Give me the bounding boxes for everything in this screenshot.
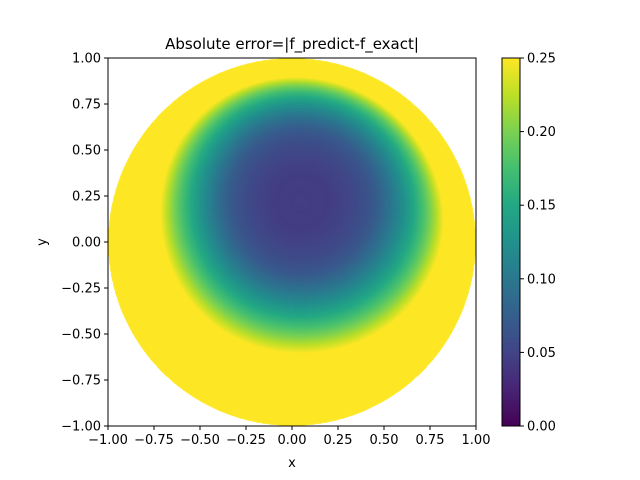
x-axis: −1.00 −0.75 −0.50 −0.25 0.00 0.25 0.50 0.75 1.00 — [88, 426, 490, 448]
x-tick-label: 1.00 — [462, 433, 491, 448]
colorbar-tick-label: 0.10 — [527, 272, 556, 287]
y-tick-label: −0.25 — [61, 282, 101, 297]
colorbar-tick-label: 0.25 — [527, 52, 556, 67]
y-tick-label: 0.50 — [72, 144, 101, 159]
x-tick-label: 0.25 — [324, 433, 353, 448]
y-tick-label: −0.75 — [61, 374, 101, 389]
y-axis-label: y — [35, 238, 50, 246]
chart-title: Absolute error=|f_predict-f_exact| — [165, 35, 419, 54]
y-tick-label: −1.00 — [61, 420, 101, 435]
x-tick-label: −0.50 — [180, 433, 220, 448]
y-tick-label: 0.75 — [72, 98, 101, 113]
x-tick-label: −0.25 — [226, 433, 266, 448]
colorbar-ticks: 0.00 0.05 0.10 0.15 0.20 0.25 — [520, 52, 556, 435]
x-tick-label: 0.50 — [370, 433, 399, 448]
error-heatmap — [108, 58, 476, 426]
y-axis: −1.00 −0.75 −0.50 −0.25 0.00 0.25 0.50 0.75 1.00 — [61, 52, 108, 435]
colorbar: 0.00 0.05 0.10 0.15 0.20 0.25 — [501, 52, 556, 435]
colorbar-tick-label: 0.00 — [527, 420, 556, 435]
y-tick-label: −0.50 — [61, 328, 101, 343]
colorbar-tick-label: 0.05 — [527, 346, 556, 361]
x-tick-label: −0.75 — [134, 433, 174, 448]
y-tick-label: 1.00 — [72, 52, 101, 67]
y-tick-label: 0.00 — [72, 236, 101, 251]
colorbar-tick-label: 0.20 — [527, 125, 556, 140]
plot-area — [107, 57, 477, 427]
y-tick-label: 0.25 — [72, 190, 101, 205]
x-tick-label: −1.00 — [88, 433, 128, 448]
x-tick-label: 0.75 — [416, 433, 445, 448]
x-tick-label: 0.00 — [278, 433, 307, 448]
colorbar-gradient — [501, 57, 521, 427]
colorbar-tick-label: 0.15 — [527, 199, 556, 214]
x-axis-label: x — [288, 456, 296, 471]
